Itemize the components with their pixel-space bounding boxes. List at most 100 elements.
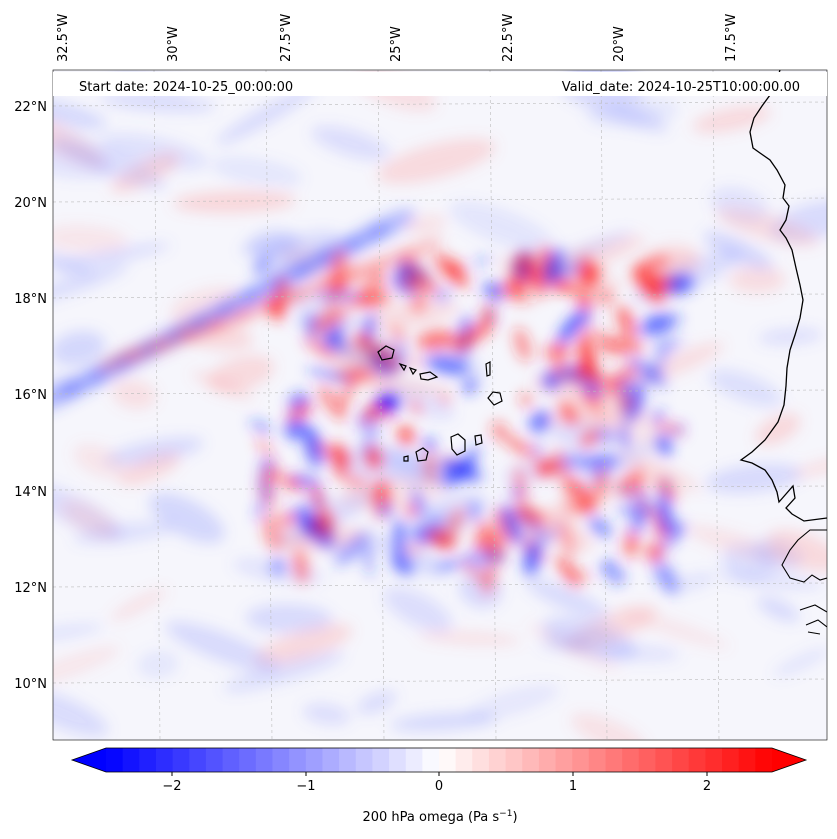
field-streak <box>692 105 772 134</box>
field-cell <box>364 541 373 578</box>
field-streak <box>118 452 181 486</box>
field-streak <box>570 713 647 740</box>
colorbar-cell <box>106 748 124 772</box>
colorbar-cell <box>638 748 657 772</box>
field-streak <box>60 500 118 538</box>
start-date-label: Start date: 2024-10-25_00:00:00 <box>79 80 293 95</box>
field-cell <box>589 454 621 470</box>
lat-label: 10°N <box>14 677 47 692</box>
field-cell <box>369 273 387 286</box>
field-streak <box>705 463 803 494</box>
field-cell <box>422 437 437 452</box>
field-cell <box>557 556 581 588</box>
colorbar-cell <box>239 748 257 772</box>
field-cell <box>654 476 679 501</box>
colorbar-cell <box>205 748 224 772</box>
field-streak <box>53 247 95 277</box>
colorbar-cell <box>522 748 540 772</box>
field-cell <box>597 427 616 444</box>
colorbar-cell <box>738 748 756 772</box>
field-streak <box>252 230 342 276</box>
omega-field <box>53 70 827 740</box>
field-cell <box>618 467 646 497</box>
field-cell <box>292 548 309 584</box>
field-streak <box>708 369 783 407</box>
latitude-labels: 22°N 20°N 18°N 16°N 14°N 12°N 10°N <box>14 100 47 692</box>
field-streak <box>356 691 397 714</box>
colorbar-cell <box>622 748 640 772</box>
colorbar-cell <box>372 748 390 772</box>
field-cell <box>400 276 440 294</box>
field-streak <box>550 421 613 449</box>
colorbar-cells <box>106 748 773 772</box>
colorbar-max-extension <box>772 748 806 772</box>
field-streak <box>539 637 595 651</box>
field-cell <box>652 422 684 434</box>
meridian-gridline <box>712 70 720 740</box>
field-streak <box>73 443 126 479</box>
lon-label: 25°W <box>389 26 404 62</box>
lon-label: 32.5°W <box>56 14 71 62</box>
field-cell <box>267 296 283 322</box>
lon-label: 20°W <box>612 26 627 62</box>
colorbar-cell <box>488 748 507 772</box>
field-cell <box>338 369 359 412</box>
colorbar-cell <box>222 748 240 772</box>
field-cell <box>304 434 324 468</box>
field-streak <box>73 521 176 544</box>
field-cell <box>579 326 614 345</box>
field-cell <box>431 517 442 528</box>
map-gridlines <box>53 70 827 740</box>
senegal-coast-detail <box>781 529 827 635</box>
field-cell <box>555 447 570 492</box>
lon-label: 17.5°W <box>724 14 739 62</box>
field-streak <box>703 231 773 271</box>
field-streak <box>302 703 351 726</box>
field-streak <box>53 133 167 190</box>
field-cell <box>405 505 417 517</box>
field-streak <box>792 455 827 477</box>
colorbar-cell <box>588 748 607 772</box>
field-streak <box>99 93 216 112</box>
field-cell <box>362 414 380 458</box>
field-cell <box>629 357 667 387</box>
field-streak <box>377 138 496 184</box>
field-cell <box>328 281 349 293</box>
colorbar-cell <box>189 748 207 772</box>
field-streak <box>53 623 104 643</box>
field-cell <box>554 279 581 293</box>
field-cell <box>617 394 635 411</box>
field-cell <box>441 458 475 487</box>
field-streak <box>215 86 316 145</box>
field-streak <box>465 684 560 721</box>
field-cell <box>443 507 466 539</box>
field-streak <box>172 190 297 213</box>
field-cell <box>311 442 354 464</box>
field-cell <box>528 411 552 433</box>
colorbar-ticks: −2 −1 0 1 2 <box>162 772 711 794</box>
field-cell <box>572 366 585 381</box>
field-cell <box>637 319 673 336</box>
field-cell <box>529 262 546 298</box>
field-cell <box>397 425 415 446</box>
field-cell <box>395 340 405 372</box>
field-streak <box>542 617 637 660</box>
field-streak <box>110 588 168 622</box>
field-streak <box>729 266 786 294</box>
field-cell <box>315 289 362 301</box>
field-streak <box>766 529 827 572</box>
lat-label: 22°N <box>14 100 47 115</box>
colorbar-cell <box>572 748 590 772</box>
field-cell <box>579 496 596 513</box>
colorbar-cell <box>389 748 407 772</box>
field-streak <box>53 263 129 306</box>
colorbar-tick-label: 2 <box>703 779 711 794</box>
field-cell <box>249 420 273 433</box>
colorbar-cell <box>688 748 706 772</box>
colorbar-cell <box>705 748 723 772</box>
colorbar-cell <box>305 748 324 772</box>
field-cell <box>501 504 524 545</box>
meridian-gridline <box>600 70 608 740</box>
field-cell <box>659 518 685 536</box>
